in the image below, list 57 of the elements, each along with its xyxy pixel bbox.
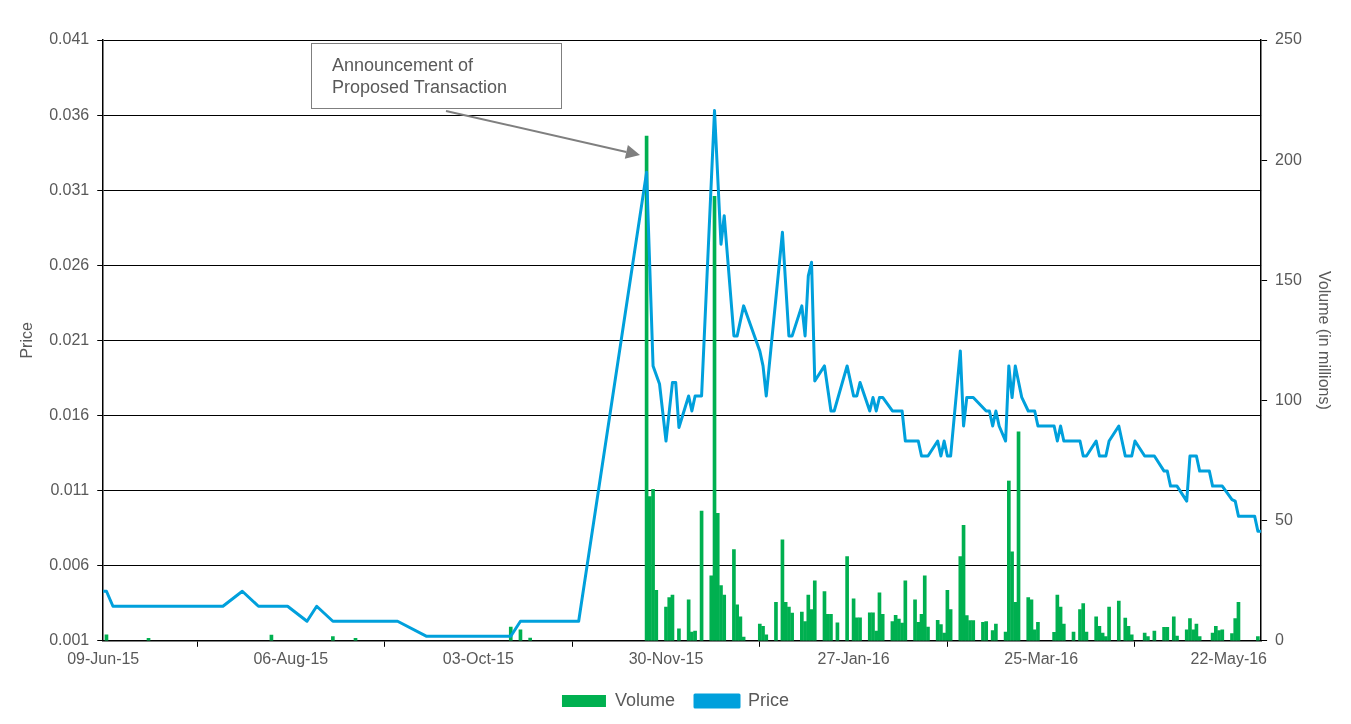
y-tick-label: 0.001 [49, 631, 90, 649]
x-tick-label: 27-Jan-16 [817, 649, 890, 667]
bar [1146, 636, 1150, 641]
bar [806, 594, 811, 641]
bar [845, 556, 849, 641]
y2-tick-label: 200 [1275, 150, 1302, 168]
y-tick-label: 0.041 [49, 30, 90, 48]
x-tick-label: 06-Aug-15 [253, 649, 329, 667]
bar [1107, 606, 1111, 641]
bar [1094, 616, 1098, 641]
legend-label: Volume [614, 689, 676, 710]
bar [971, 620, 976, 641]
y2-tick-label: 50 [1275, 511, 1293, 529]
x-tick-label: 30-Nov-15 [628, 649, 704, 667]
y-axis-title: Price [18, 322, 36, 359]
bar [1116, 600, 1121, 641]
y-tick-label: 0.011 [50, 481, 90, 499]
bar [984, 621, 989, 641]
bar [913, 599, 917, 641]
bar [1036, 621, 1040, 641]
bar [812, 580, 817, 641]
y-tick-label: 0.006 [49, 556, 90, 574]
y-tick-label: 0.031 [49, 180, 90, 198]
bar [331, 636, 335, 641]
bar [1123, 617, 1128, 641]
bar [939, 624, 943, 641]
bar [829, 614, 833, 641]
y2-tick-label: 150 [1275, 270, 1302, 288]
y-tick-label: 0.026 [49, 255, 90, 273]
x-tick-label: 22-May-16 [1190, 649, 1268, 667]
bar [1220, 629, 1225, 641]
bar [1188, 618, 1192, 641]
bar [1165, 627, 1170, 641]
bar [774, 602, 778, 641]
y2-tick-label: 100 [1275, 390, 1302, 408]
legend-label: Price [748, 689, 790, 710]
x-tick-label: 09-Jun-15 [67, 649, 140, 667]
bar [1081, 603, 1086, 641]
bar [651, 489, 655, 641]
bar [994, 623, 998, 641]
x-tick-label: 03-Oct-15 [442, 649, 515, 667]
y2-axis-title: Volume (in millions) [1315, 271, 1333, 410]
y-tick-label: 0.021 [49, 330, 90, 348]
y2-tick-label: 250 [1275, 30, 1302, 48]
bar [922, 575, 927, 641]
bar [1256, 636, 1260, 641]
bar [1007, 480, 1011, 641]
y2-tick-label: 0 [1275, 631, 1285, 649]
bar [1171, 616, 1176, 641]
x-tick-label: 25-Mar-16 [1004, 649, 1079, 667]
bar [761, 626, 765, 641]
y-tick-label: 0.016 [49, 405, 90, 423]
bar [871, 612, 875, 641]
callout-box: Announcement of Proposed Transaction [311, 43, 562, 109]
bar [732, 549, 736, 641]
bar [677, 628, 681, 641]
y-tick-label: 0.036 [49, 105, 90, 123]
